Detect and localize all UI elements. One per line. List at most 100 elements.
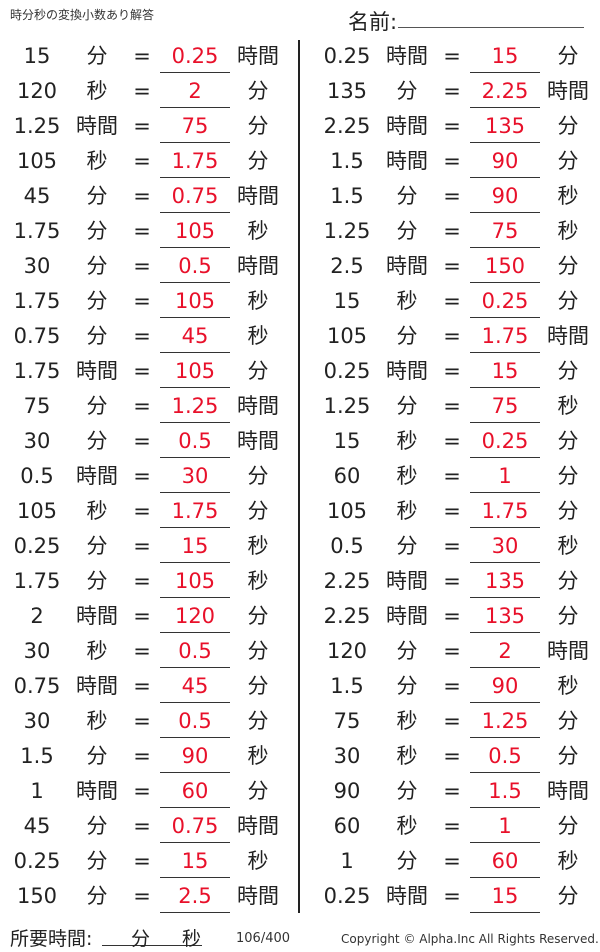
problem-answer[interactable]: 0.5 xyxy=(178,639,212,663)
problem-answer[interactable]: 15 xyxy=(491,884,519,908)
problem-answer[interactable]: 45 xyxy=(181,324,209,348)
problem-equals: = xyxy=(443,114,461,138)
problem-value: 0.75 xyxy=(13,324,61,348)
problem-equals: = xyxy=(133,639,151,663)
problem-target-unit: 時間 xyxy=(237,254,279,278)
problem-answer[interactable]: 150 xyxy=(484,254,526,278)
problem-answer[interactable]: 1 xyxy=(498,814,512,838)
problem-equals: = xyxy=(443,324,461,348)
problem-answer[interactable]: 60 xyxy=(491,849,519,873)
problem-equals: = xyxy=(443,219,461,243)
problem-answer[interactable]: 135 xyxy=(484,114,526,138)
name-field-line[interactable] xyxy=(398,27,584,28)
problem-equals: = xyxy=(133,324,151,348)
problem-answer[interactable]: 15 xyxy=(491,44,519,68)
problem-answer[interactable]: 0.25 xyxy=(481,289,529,313)
problem-answer[interactable]: 30 xyxy=(181,464,209,488)
answer-underline xyxy=(160,492,230,493)
problem-answer[interactable]: 1.75 xyxy=(481,499,529,523)
problem-value: 1.25 xyxy=(13,114,61,138)
problem-answer[interactable]: 60 xyxy=(181,779,209,803)
answer-underline xyxy=(160,877,230,878)
problem-unit: 時間 xyxy=(76,114,118,138)
problem-equals: = xyxy=(133,114,151,138)
problem-answer[interactable]: 0.75 xyxy=(171,814,219,838)
problem-answer[interactable]: 15 xyxy=(181,534,209,558)
problem-equals: = xyxy=(443,394,461,418)
problem-target-unit: 秒 xyxy=(247,744,269,768)
problem-unit: 秒 xyxy=(86,499,108,523)
problem-value: 0.25 xyxy=(323,359,371,383)
problem-answer[interactable]: 120 xyxy=(174,604,216,628)
problem-value: 0.25 xyxy=(323,44,371,68)
problem-answer[interactable]: 90 xyxy=(491,184,519,208)
problem-unit: 時間 xyxy=(386,884,428,908)
answer-underline xyxy=(470,877,540,878)
problem-value: 2.5 xyxy=(330,254,364,278)
problem-answer[interactable]: 105 xyxy=(174,359,216,383)
problem-answer[interactable]: 1.75 xyxy=(171,149,219,173)
answer-underline xyxy=(160,72,230,73)
problem-equals: = xyxy=(133,849,151,873)
problem-answer[interactable]: 135 xyxy=(484,569,526,593)
problem-target-unit: 時間 xyxy=(237,44,279,68)
problem-answer[interactable]: 75 xyxy=(491,219,519,243)
problem-answer[interactable]: 135 xyxy=(484,604,526,628)
problem-answer[interactable]: 0.5 xyxy=(178,709,212,733)
problem-answer[interactable]: 90 xyxy=(181,744,209,768)
problem-equals: = xyxy=(443,149,461,173)
problem-answer[interactable]: 90 xyxy=(491,674,519,698)
problem-answer[interactable]: 0.25 xyxy=(171,44,219,68)
answer-underline xyxy=(160,422,230,423)
problem-answer[interactable]: 75 xyxy=(181,114,209,138)
problem-answer[interactable]: 1.75 xyxy=(171,499,219,523)
problem-answer[interactable]: 1 xyxy=(498,464,512,488)
problem-value: 105 xyxy=(326,499,368,523)
answer-underline xyxy=(470,807,540,808)
problem-answer[interactable]: 45 xyxy=(181,674,209,698)
problem-unit: 分 xyxy=(86,744,108,768)
problem-target-unit: 分 xyxy=(247,359,269,383)
problem-value: 2.25 xyxy=(323,569,371,593)
answer-underline xyxy=(470,737,540,738)
answer-underline xyxy=(470,317,540,318)
problem-answer[interactable]: 15 xyxy=(491,359,519,383)
problem-target-unit: 分 xyxy=(557,604,579,628)
problem-unit: 分 xyxy=(86,569,108,593)
problem-value: 1.25 xyxy=(323,394,371,418)
problem-answer[interactable]: 0.5 xyxy=(178,429,212,453)
problem-answer[interactable]: 30 xyxy=(491,534,519,558)
problem-equals: = xyxy=(443,254,461,278)
problem-answer[interactable]: 1.75 xyxy=(481,324,529,348)
problem-unit: 分 xyxy=(86,814,108,838)
answer-underline xyxy=(470,667,540,668)
problem-value: 75 xyxy=(333,709,361,733)
problem-answer[interactable]: 2.25 xyxy=(481,79,529,103)
problem-answer[interactable]: 1.25 xyxy=(481,709,529,733)
problem-answer[interactable]: 0.5 xyxy=(178,254,212,278)
problem-value: 1.5 xyxy=(330,149,364,173)
problem-value: 105 xyxy=(16,499,58,523)
problem-equals: = xyxy=(443,569,461,593)
problem-answer[interactable]: 105 xyxy=(174,569,216,593)
problem-target-unit: 分 xyxy=(557,499,579,523)
time-taken-line[interactable] xyxy=(102,945,202,946)
problem-answer[interactable]: 0.75 xyxy=(171,184,219,208)
problem-answer[interactable]: 0.5 xyxy=(488,744,522,768)
problem-equals: = xyxy=(443,849,461,873)
problem-answer[interactable]: 1.25 xyxy=(171,394,219,418)
problem-answer[interactable]: 15 xyxy=(181,849,209,873)
problem-answer[interactable]: 0.25 xyxy=(481,429,529,453)
problem-answer[interactable]: 1.5 xyxy=(488,779,522,803)
problem-answer[interactable]: 105 xyxy=(174,289,216,313)
problem-answer[interactable]: 75 xyxy=(491,394,519,418)
problem-answer[interactable]: 2 xyxy=(498,639,512,663)
problem-equals: = xyxy=(133,569,151,593)
problem-answer[interactable]: 2 xyxy=(188,79,202,103)
problem-equals: = xyxy=(443,359,461,383)
problem-value: 1.25 xyxy=(323,219,371,243)
problem-unit: 秒 xyxy=(86,79,108,103)
problem-answer[interactable]: 2.5 xyxy=(178,884,212,908)
problem-answer[interactable]: 105 xyxy=(174,219,216,243)
problem-answer[interactable]: 90 xyxy=(491,149,519,173)
